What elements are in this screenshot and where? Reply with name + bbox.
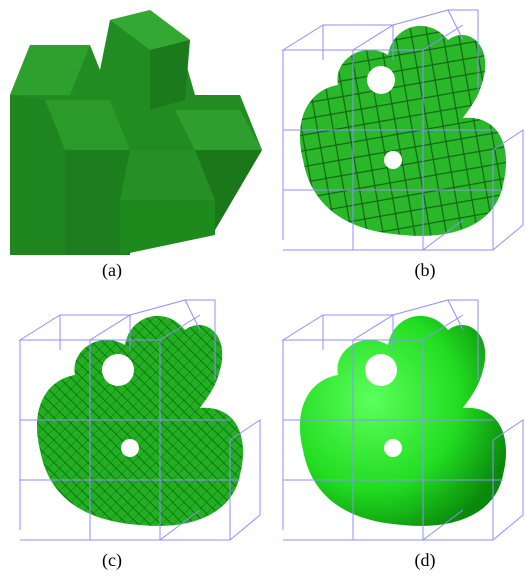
panel-c xyxy=(20,300,260,540)
caption: (d) xyxy=(415,550,436,571)
figure: (a) (b) (c) (d) xyxy=(0,0,526,578)
caption: (a) xyxy=(102,260,122,281)
panel-a xyxy=(10,10,262,255)
caption: (c) xyxy=(102,550,122,571)
panel-b xyxy=(283,10,523,250)
caption: (b) xyxy=(415,260,436,281)
panel-d xyxy=(283,300,523,540)
